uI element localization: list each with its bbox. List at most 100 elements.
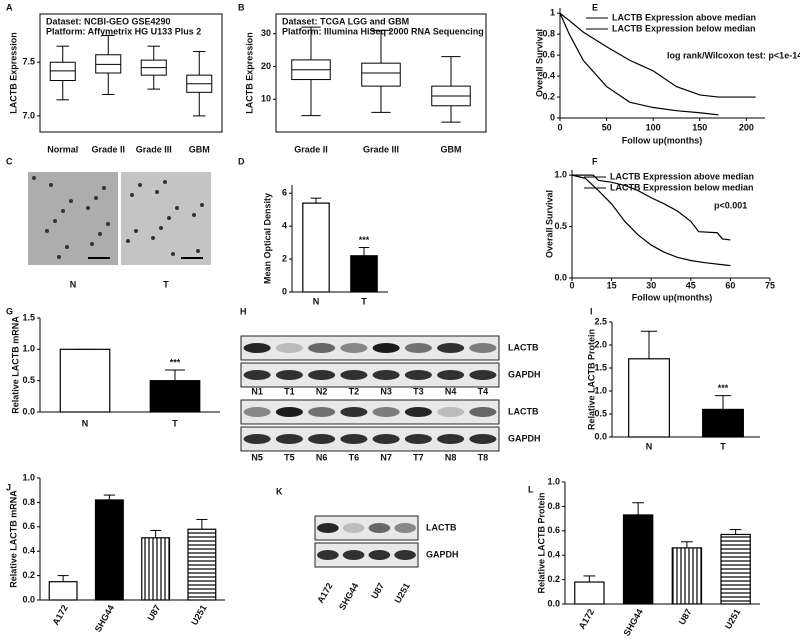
panel-label: J bbox=[6, 482, 11, 492]
y-tick-label: 1.0 bbox=[594, 385, 607, 395]
protein-band bbox=[243, 434, 271, 444]
y-tick-label: 1.5 bbox=[22, 312, 35, 322]
protein-band bbox=[243, 370, 271, 380]
y-tick-label: 4 bbox=[282, 221, 287, 231]
protein-band bbox=[372, 434, 400, 444]
y-tick-label: 2.5 bbox=[594, 316, 607, 326]
cell-nucleus bbox=[106, 222, 110, 226]
dataset-note: Dataset: TCGA LGG and GBM bbox=[282, 16, 409, 26]
cell-nucleus bbox=[86, 206, 90, 210]
y-tick-label: 0.8 bbox=[542, 29, 555, 39]
y-tick-label: 1.0 bbox=[22, 344, 35, 354]
y-tick-label: 0.4 bbox=[547, 550, 560, 560]
cell-nucleus bbox=[155, 190, 159, 194]
protein-band bbox=[394, 550, 416, 560]
lane-label: T8 bbox=[478, 452, 489, 462]
protein-band bbox=[243, 407, 271, 417]
band-label: GAPDH bbox=[508, 369, 541, 379]
y-tick-label: 2.0 bbox=[594, 339, 607, 349]
x-tick-label: A172 bbox=[50, 603, 69, 627]
band-label: LACTB bbox=[508, 342, 539, 352]
x-tick-label: U87 bbox=[145, 603, 162, 622]
protein-band bbox=[340, 370, 368, 380]
bar bbox=[702, 408, 744, 438]
protein-band bbox=[404, 434, 432, 444]
x-tick-label: GBM bbox=[441, 144, 462, 154]
x-tick-label: SHG44 bbox=[621, 607, 644, 638]
significance: *** bbox=[170, 357, 181, 367]
lane-label: N1 bbox=[251, 386, 263, 396]
image-label: N bbox=[70, 279, 77, 289]
lane-label: N5 bbox=[251, 452, 263, 462]
x-tick-label: Grade II bbox=[91, 144, 125, 154]
bar bbox=[149, 380, 201, 413]
cell-nucleus bbox=[138, 183, 142, 187]
lane-label: SHG44 bbox=[337, 581, 360, 612]
x-tick-label: N bbox=[646, 441, 653, 451]
protein-band bbox=[275, 407, 303, 417]
cell-nucleus bbox=[90, 242, 94, 246]
y-axis-label: LACTB Expression bbox=[8, 32, 18, 114]
lane-label: N4 bbox=[445, 386, 457, 396]
annotation: p<0.001 bbox=[714, 200, 747, 210]
x-tick-label: U87 bbox=[677, 607, 694, 626]
y-tick-label: 1.0 bbox=[554, 170, 567, 180]
bar bbox=[59, 348, 111, 413]
protein-band bbox=[342, 523, 365, 533]
y-tick-label: 0.0 bbox=[594, 431, 607, 441]
survival-curve bbox=[571, 174, 731, 267]
cell-nucleus bbox=[32, 176, 36, 180]
bar bbox=[574, 581, 605, 605]
panel-label: C bbox=[6, 156, 13, 166]
box bbox=[95, 54, 122, 74]
protein-band bbox=[317, 523, 339, 533]
protein-band bbox=[372, 343, 400, 353]
legend-label: LACTB Expression below median bbox=[612, 23, 756, 33]
y-tick-label: 0.4 bbox=[542, 70, 555, 80]
dataset-note: Platform: Illumina HiSeq 2000 RNA Sequen… bbox=[282, 26, 484, 36]
legend-label: LACTB Expression below median bbox=[610, 182, 754, 192]
panel-label: F bbox=[592, 156, 598, 166]
y-tick-label: 0.5 bbox=[554, 221, 567, 231]
protein-band bbox=[340, 407, 368, 417]
lane-label: N7 bbox=[380, 452, 392, 462]
bar bbox=[94, 499, 124, 601]
protein-band bbox=[275, 343, 303, 353]
dataset-note: Platform: Affymetrix HG U133 Plus 2 bbox=[46, 26, 201, 36]
box bbox=[49, 61, 76, 82]
x-tick-label: Grade III bbox=[136, 144, 172, 154]
cell-nucleus bbox=[175, 206, 179, 210]
lane-label: T6 bbox=[349, 452, 360, 462]
x-tick-label: GBM bbox=[189, 144, 210, 154]
protein-band bbox=[368, 550, 391, 560]
bar bbox=[622, 514, 654, 605]
protein-band bbox=[469, 370, 497, 380]
panel-label: K bbox=[276, 486, 283, 496]
band-label: GAPDH bbox=[426, 549, 459, 559]
y-tick-label: 1.0 bbox=[547, 476, 560, 486]
protein-band bbox=[469, 343, 497, 353]
protein-band bbox=[437, 370, 465, 380]
y-tick-label: 0.0 bbox=[547, 598, 560, 608]
bar bbox=[350, 255, 378, 293]
x-tick-label: Grade II bbox=[294, 144, 328, 154]
y-tick-label: 7.0 bbox=[22, 110, 35, 120]
protein-band bbox=[437, 343, 465, 353]
survival-curve bbox=[559, 12, 756, 98]
x-tick-label: 45 bbox=[686, 280, 696, 290]
cell-nucleus bbox=[65, 245, 69, 249]
cell-nucleus bbox=[49, 183, 53, 187]
protein-band bbox=[243, 343, 271, 353]
survival-curve bbox=[559, 12, 719, 116]
panel-label: B bbox=[238, 2, 245, 12]
bar bbox=[187, 528, 217, 601]
protein-band bbox=[368, 523, 391, 533]
panel-label: I bbox=[590, 306, 593, 316]
x-tick-label: U251 bbox=[189, 603, 208, 627]
lane-label: N3 bbox=[380, 386, 392, 396]
lane-label: U251 bbox=[392, 581, 411, 605]
panel-label: A bbox=[6, 2, 13, 12]
cell-nucleus bbox=[94, 196, 98, 200]
significance: *** bbox=[359, 235, 370, 245]
y-tick-label: 10 bbox=[261, 94, 271, 104]
